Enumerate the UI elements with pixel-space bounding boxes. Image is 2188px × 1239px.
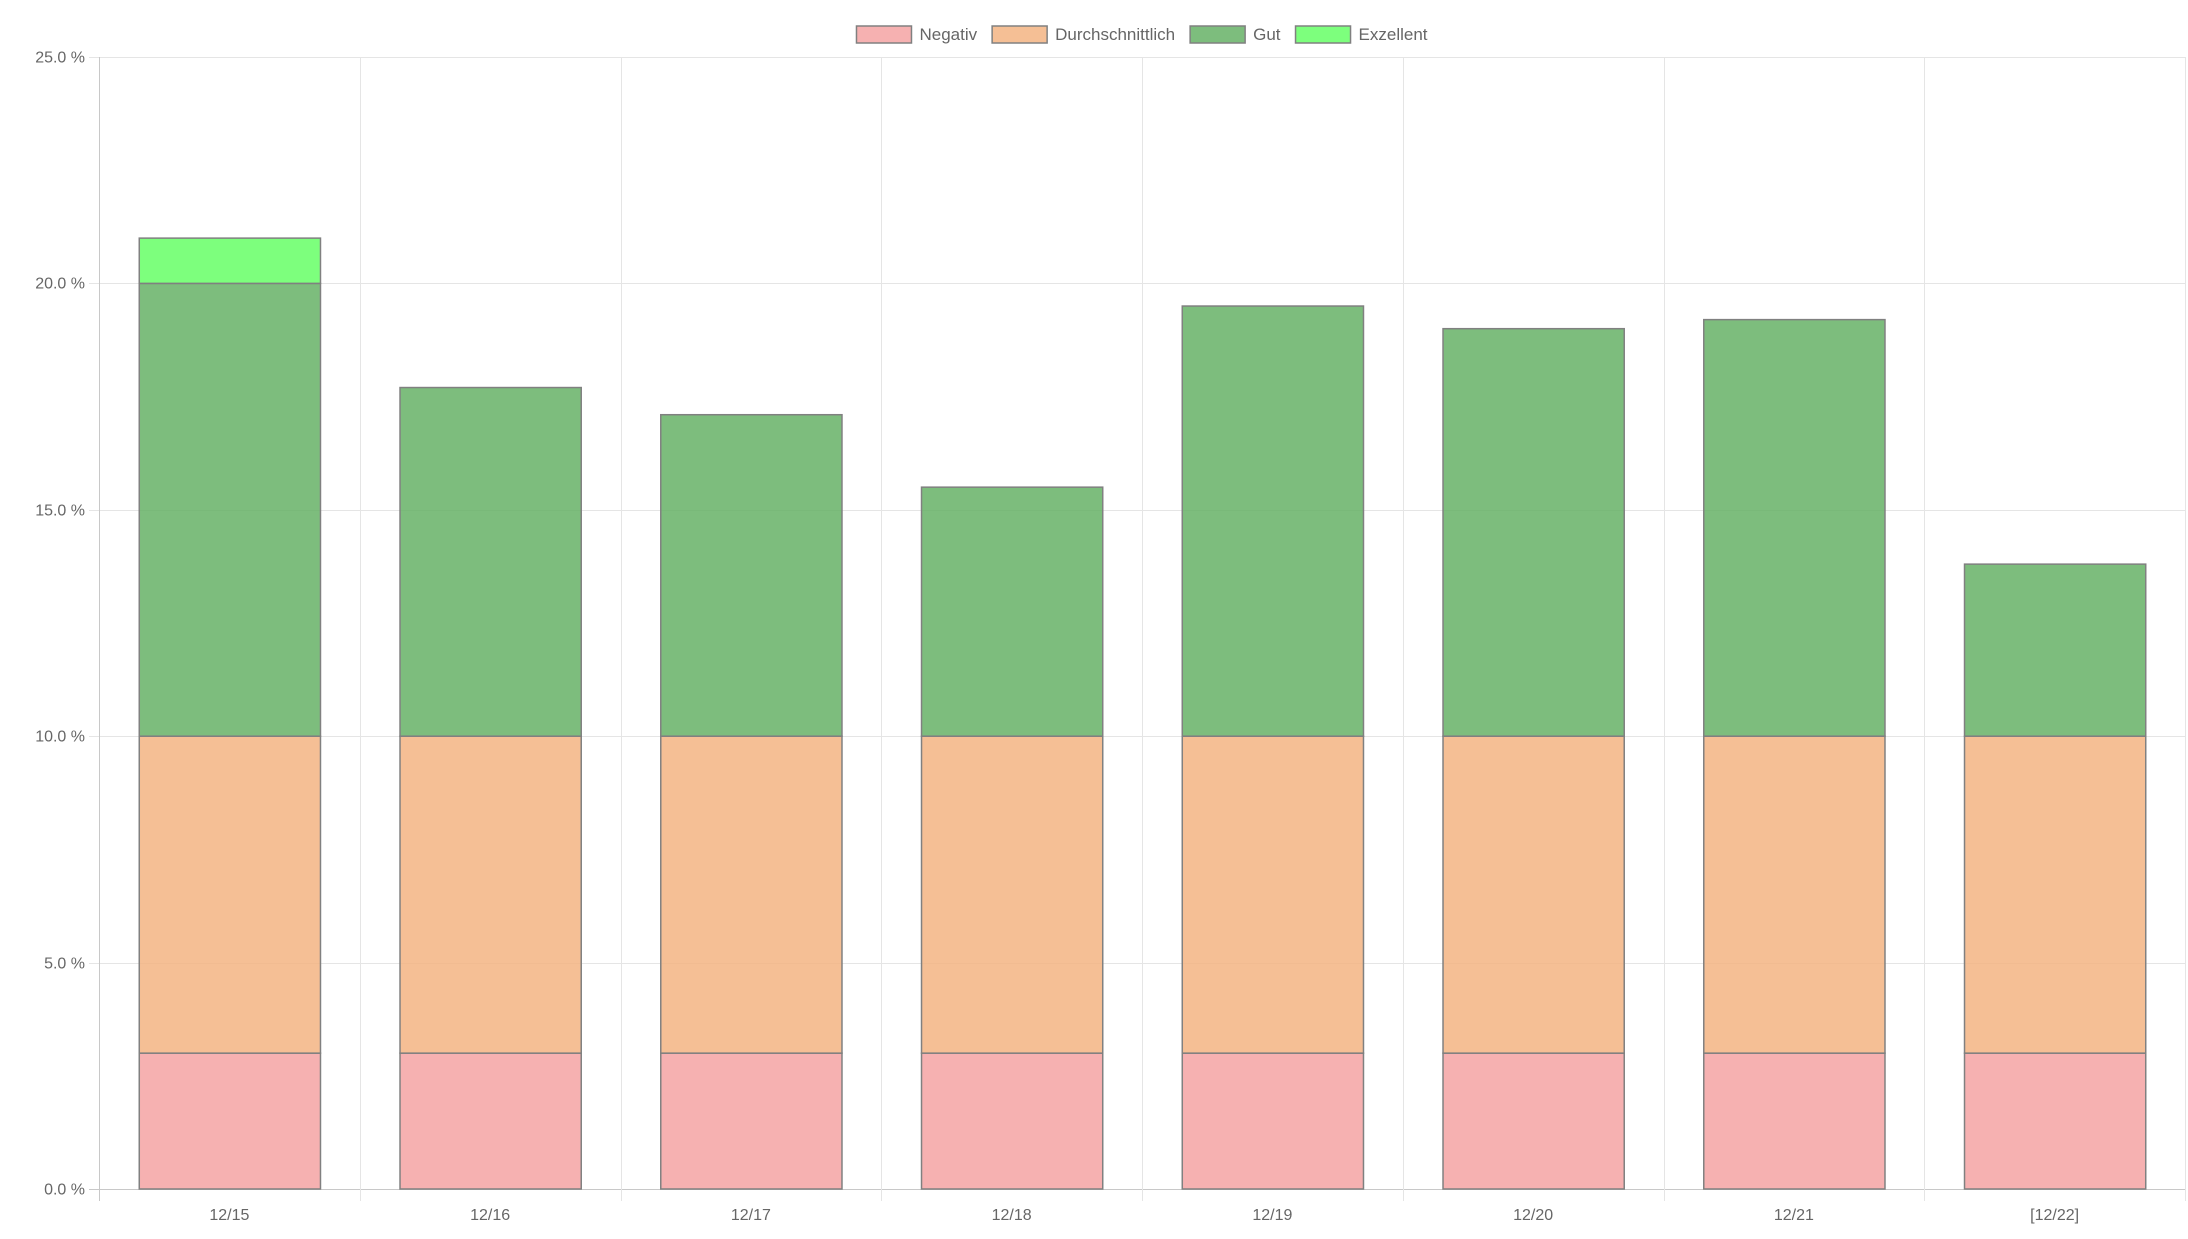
bar-segment[interactable]: [1963, 563, 2147, 737]
bar-segment[interactable]: [1963, 1052, 2147, 1190]
bar-segment[interactable]: [399, 386, 582, 737]
legend-label: Durchschnittlich: [1055, 25, 1175, 44]
bars-layer: [138, 237, 2147, 1190]
legend-item[interactable]: Gut: [1189, 25, 1281, 44]
bar-segment[interactable]: [1181, 305, 1365, 737]
legend-swatch: [855, 25, 913, 44]
y-tick-label: 20.0 %: [35, 276, 85, 293]
x-tick-label: 12/15: [209, 1207, 249, 1224]
bar-segment[interactable]: [1181, 1052, 1365, 1190]
bar-segment[interactable]: [660, 413, 843, 737]
legend-item[interactable]: Exzellent: [1294, 25, 1428, 44]
bar-segment[interactable]: [660, 735, 843, 1054]
bar-segment[interactable]: [138, 1052, 322, 1190]
legend-swatch: [1294, 25, 1352, 44]
bar-segment[interactable]: [1442, 1052, 1625, 1190]
grid-layer: [89, 57, 2186, 1201]
legend: Negativ Durchschnittlich Gut Exzellent: [855, 25, 1428, 44]
legend-swatch: [1189, 25, 1246, 44]
axis-layer: 0.0 % 5.0 % 10.0 % 15.0 % 20.0 % 25.0 % 12/15 1…: [35, 50, 2079, 1225]
legend-item[interactable]: Negativ: [855, 25, 978, 44]
bar-segment[interactable]: [660, 1052, 843, 1190]
x-tick-label: 12/17: [731, 1207, 771, 1224]
bar-segment[interactable]: [1442, 327, 1625, 737]
legend-item[interactable]: Durchschnittlich: [991, 25, 1175, 44]
bar-segment[interactable]: [920, 486, 1104, 737]
bar-segment[interactable]: [138, 735, 322, 1054]
x-tick-label: 12/20: [1513, 1207, 1553, 1224]
x-tick-label: 12/21: [1774, 1207, 1814, 1224]
bar-segment[interactable]: [399, 1052, 582, 1190]
x-tick-label: 12/19: [1252, 1207, 1292, 1224]
x-tick-label: 12/16: [470, 1207, 510, 1224]
bar-segment[interactable]: [138, 237, 322, 285]
y-tick-label: 25.0 %: [35, 50, 85, 67]
y-tick-label: 0.0 %: [44, 1182, 85, 1199]
x-tick-label: 12/18: [992, 1207, 1032, 1224]
bar-segment[interactable]: [138, 282, 322, 737]
bar-segment[interactable]: [399, 735, 582, 1054]
bar-segment[interactable]: [1442, 735, 1625, 1054]
legend-label: Negativ: [919, 25, 977, 44]
y-tick-label: 15.0 %: [35, 503, 85, 520]
legend-swatch: [991, 25, 1048, 44]
legend-label: Exzellent: [1359, 25, 1428, 44]
x-tick-label: [12/22]: [2030, 1207, 2079, 1224]
legend-label: Gut: [1253, 25, 1281, 44]
bar-segment[interactable]: [1703, 735, 1886, 1054]
bar-segment[interactable]: [1703, 1052, 1886, 1190]
bar-segment[interactable]: [920, 1052, 1104, 1190]
bar-segment[interactable]: [1181, 735, 1365, 1054]
y-tick-label: 5.0 %: [44, 956, 85, 973]
bar-segment[interactable]: [920, 735, 1104, 1054]
bar-segment[interactable]: [1703, 318, 1886, 737]
y-tick-label: 10.0 %: [35, 729, 85, 746]
bar-segment[interactable]: [1963, 735, 2147, 1054]
